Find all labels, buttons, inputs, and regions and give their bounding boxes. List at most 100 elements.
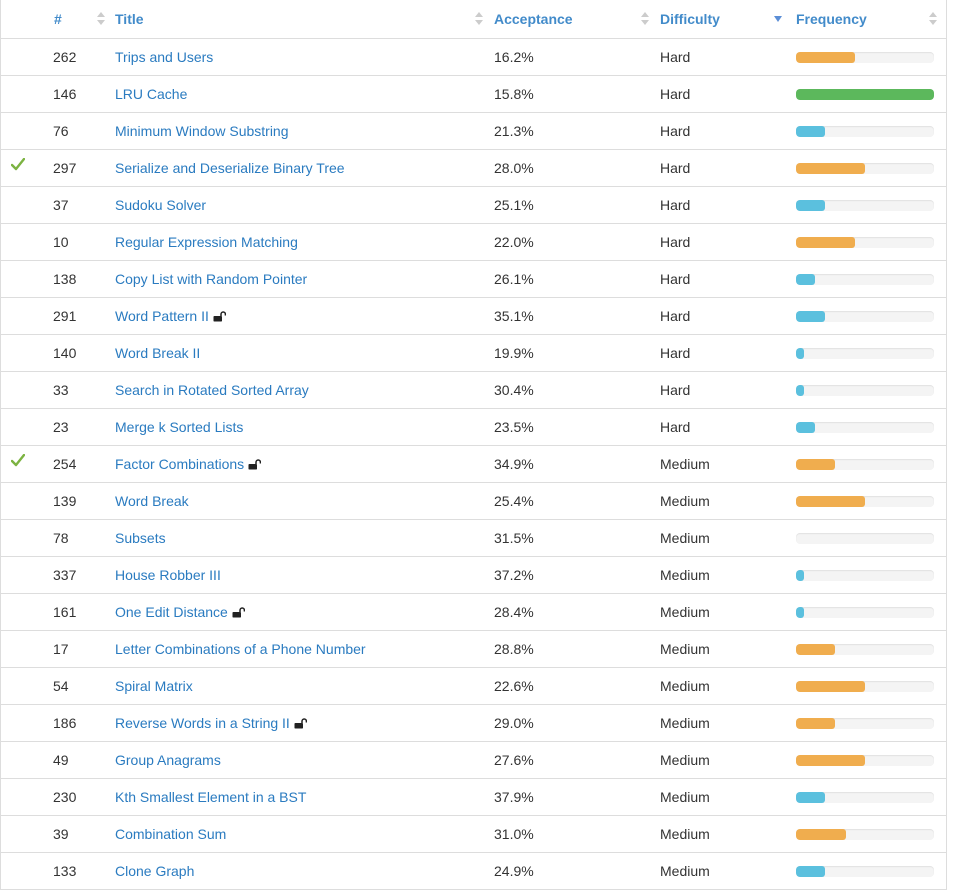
title-cell: Reverse Words in a String II bbox=[115, 715, 494, 731]
problem-title-link[interactable]: Trips and Users bbox=[115, 49, 214, 65]
frequency-cell bbox=[796, 236, 936, 248]
table-row: 161 One Edit Distance 28.4% Medium bbox=[1, 594, 946, 631]
title-cell: Sudoku Solver bbox=[115, 197, 494, 213]
problem-title-link[interactable]: Subsets bbox=[115, 530, 166, 546]
title-cell: Group Anagrams bbox=[115, 752, 494, 768]
header-acceptance[interactable]: Acceptance bbox=[494, 0, 660, 38]
problem-title-link[interactable]: Merge k Sorted Lists bbox=[115, 419, 244, 435]
solved-cell bbox=[1, 483, 51, 519]
problem-title-link[interactable]: Serialize and Deserialize Binary Tree bbox=[115, 160, 345, 176]
difficulty-label: Medium bbox=[660, 789, 710, 805]
difficulty-label: Medium bbox=[660, 826, 710, 842]
problem-title-link[interactable]: Minimum Window Substring bbox=[115, 123, 289, 139]
problem-title-link[interactable]: Word Break II bbox=[115, 345, 201, 361]
frequency-bar bbox=[796, 51, 934, 63]
header-difficulty[interactable]: Difficulty bbox=[660, 0, 796, 38]
acceptance-rate: 37.9% bbox=[494, 789, 534, 805]
title-cell: Minimum Window Substring bbox=[115, 123, 494, 139]
frequency-bar bbox=[796, 754, 934, 766]
table-row: 146 LRU Cache 15.8% Hard bbox=[1, 76, 946, 113]
problem-id: 161 bbox=[53, 604, 77, 620]
title-cell: Word Break II bbox=[115, 345, 494, 361]
title-cell: Regular Expression Matching bbox=[115, 234, 494, 250]
sort-icon[interactable] bbox=[475, 11, 483, 27]
title-cell: Search in Rotated Sorted Array bbox=[115, 382, 494, 398]
acceptance-rate: 23.5% bbox=[494, 419, 534, 435]
title-cell: One Edit Distance bbox=[115, 604, 494, 620]
acceptance-rate: 31.0% bbox=[494, 826, 534, 842]
problem-title-link[interactable]: House Robber III bbox=[115, 567, 221, 583]
frequency-bar bbox=[796, 384, 934, 396]
problem-title-link[interactable]: Search in Rotated Sorted Array bbox=[115, 382, 309, 398]
problem-title-link[interactable]: Group Anagrams bbox=[115, 752, 221, 768]
table-body: 262 Trips and Users 16.2% Hard 146 LRU Cache 1… bbox=[1, 39, 946, 890]
problem-title-link[interactable]: Copy List with Random Pointer bbox=[115, 271, 308, 287]
table-row: 78 Subsets 31.5% Medium bbox=[1, 520, 946, 557]
problem-title-link[interactable]: Word Break bbox=[115, 493, 189, 509]
table-row: 262 Trips and Users 16.2% Hard bbox=[1, 39, 946, 76]
problem-title-link[interactable]: Kth Smallest Element in a BST bbox=[115, 789, 307, 805]
frequency-cell bbox=[796, 643, 936, 655]
frequency-cell bbox=[796, 347, 936, 359]
difficulty-label: Medium bbox=[660, 567, 710, 583]
header-title[interactable]: Title bbox=[115, 0, 494, 38]
problem-title-link[interactable]: Spiral Matrix bbox=[115, 678, 193, 694]
solved-cell bbox=[1, 150, 51, 186]
problem-title-link[interactable]: One Edit Distance bbox=[115, 604, 228, 620]
problem-title-link[interactable]: Word Pattern II bbox=[115, 308, 209, 324]
problem-title-link[interactable]: Regular Expression Matching bbox=[115, 234, 298, 250]
frequency-bar-fill bbox=[796, 88, 934, 100]
frequency-bar-fill bbox=[796, 643, 835, 655]
problem-id: 146 bbox=[53, 86, 77, 102]
problem-title-link[interactable]: LRU Cache bbox=[115, 86, 188, 102]
problem-title-link[interactable]: Combination Sum bbox=[115, 826, 227, 842]
problem-id: 10 bbox=[53, 234, 69, 250]
unlock-icon bbox=[232, 607, 245, 618]
header-id[interactable]: # bbox=[51, 0, 115, 38]
acceptance-rate: 31.5% bbox=[494, 530, 534, 546]
table-row: 186 Reverse Words in a String II 29.0% Medi… bbox=[1, 705, 946, 742]
problem-title-link[interactable]: Clone Graph bbox=[115, 863, 195, 879]
table-row: 337 House Robber III 37.2% Medium bbox=[1, 557, 946, 594]
frequency-bar-fill bbox=[796, 495, 865, 507]
frequency-bar-fill bbox=[796, 310, 825, 322]
problem-title-link[interactable]: Reverse Words in a String II bbox=[115, 715, 290, 731]
acceptance-rate: 15.8% bbox=[494, 86, 534, 102]
sort-desc-icon[interactable] bbox=[774, 16, 782, 22]
problem-title-link[interactable]: Letter Combinations of a Phone Number bbox=[115, 641, 366, 657]
difficulty-label: Medium bbox=[660, 678, 710, 694]
table-row: 230 Kth Smallest Element in a BST 37.9% Med… bbox=[1, 779, 946, 816]
header-frequency-label: Frequency bbox=[796, 11, 867, 27]
frequency-cell bbox=[796, 606, 936, 618]
solved-cell bbox=[1, 335, 51, 371]
sort-icon[interactable] bbox=[929, 11, 937, 27]
problem-title-link[interactable]: Sudoku Solver bbox=[115, 197, 207, 213]
frequency-cell bbox=[796, 569, 936, 581]
solved-cell bbox=[1, 816, 51, 852]
problem-id: 54 bbox=[53, 678, 69, 694]
solved-cell bbox=[1, 372, 51, 408]
sort-icon[interactable] bbox=[97, 11, 105, 27]
frequency-bar-fill bbox=[796, 384, 805, 396]
checkmark-icon bbox=[11, 158, 25, 171]
problem-id: 49 bbox=[53, 752, 69, 768]
acceptance-rate: 22.0% bbox=[494, 234, 534, 250]
difficulty-label: Medium bbox=[660, 530, 710, 546]
table-row: 39 Combination Sum 31.0% Medium bbox=[1, 816, 946, 853]
difficulty-label: Hard bbox=[660, 234, 691, 250]
frequency-bar bbox=[796, 606, 934, 618]
title-cell: Spiral Matrix bbox=[115, 678, 494, 694]
frequency-bar-fill bbox=[796, 828, 846, 840]
frequency-cell bbox=[796, 273, 936, 285]
header-frequency[interactable]: Frequency bbox=[796, 0, 937, 38]
table-row: 297 Serialize and Deserialize Binary Tree… bbox=[1, 150, 946, 187]
frequency-cell bbox=[796, 88, 936, 100]
difficulty-label: Hard bbox=[660, 86, 691, 102]
title-cell: LRU Cache bbox=[115, 86, 494, 102]
title-cell: Merge k Sorted Lists bbox=[115, 419, 494, 435]
problem-title-link[interactable]: Factor Combinations bbox=[115, 456, 245, 472]
title-cell: House Robber III bbox=[115, 567, 494, 583]
frequency-bar bbox=[796, 125, 934, 137]
sort-icon[interactable] bbox=[641, 11, 649, 27]
